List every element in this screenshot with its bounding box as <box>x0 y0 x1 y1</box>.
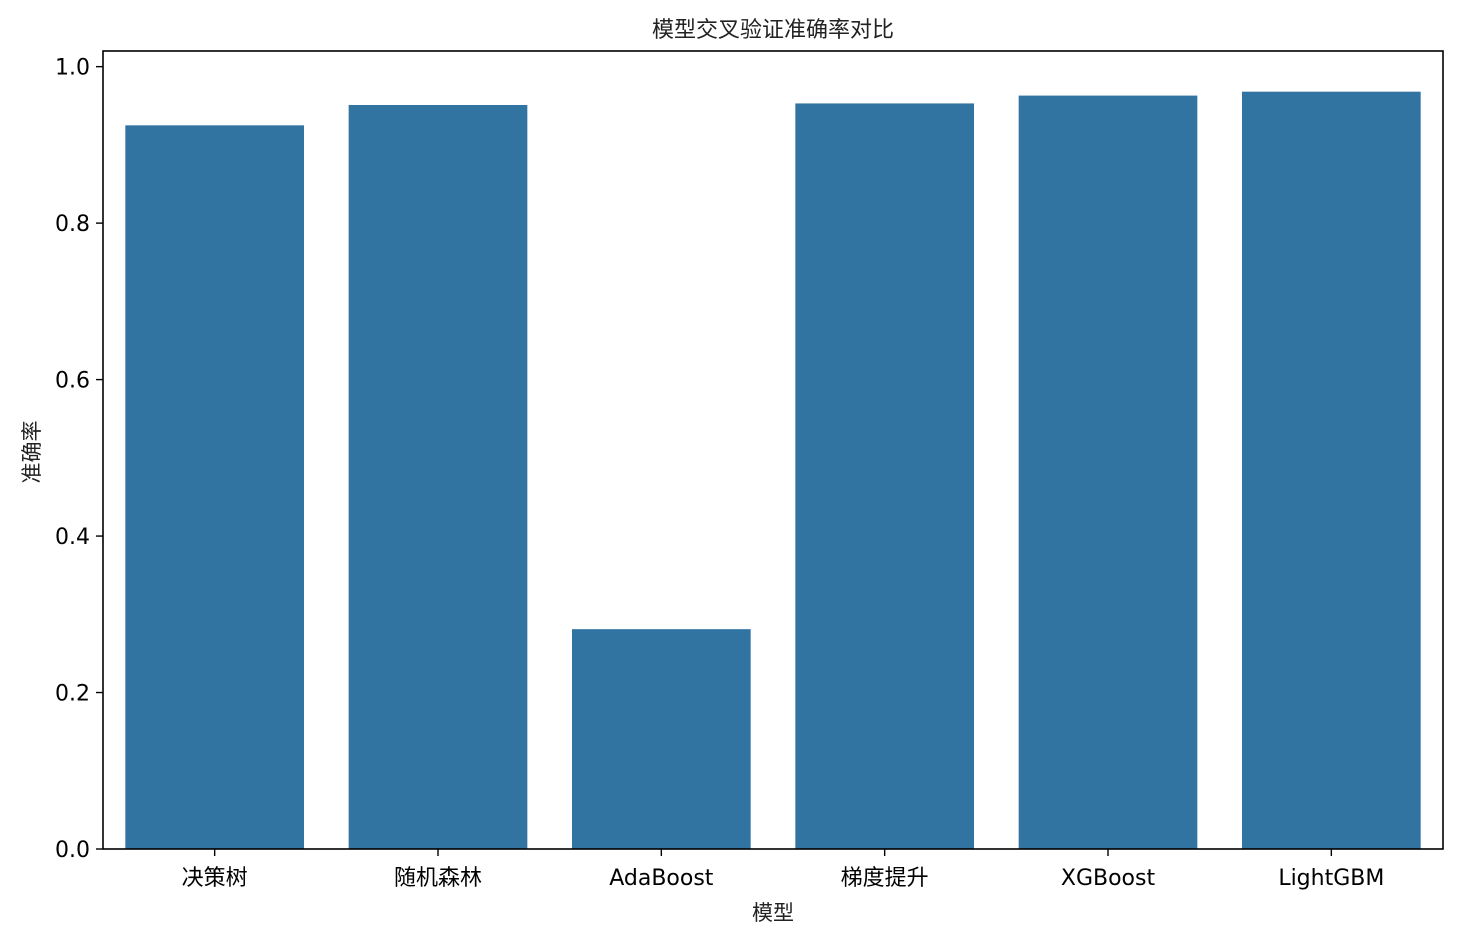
x-axis: 决策树 随机森林 AdaBoost 梯度提升 XGBoost LightGBM <box>182 849 1384 891</box>
x-axis-label: 模型 <box>752 901 794 925</box>
x-tick-label-3: 梯度提升 <box>841 866 929 891</box>
x-tick-label-4: XGBoost <box>1061 866 1156 891</box>
y-tick-label-5: 1.0 <box>55 56 90 81</box>
bars-group <box>125 91 1421 849</box>
bar-5 <box>1242 91 1421 849</box>
y-tick-label-4: 0.8 <box>55 212 90 237</box>
bar-2 <box>572 629 751 849</box>
x-tick-label-1: 随机森林 <box>394 866 482 891</box>
y-axis: 0.0 0.2 0.4 0.6 0.8 1.0 <box>55 56 103 863</box>
x-tick-label-5: LightGBM <box>1278 866 1384 891</box>
y-tick-label-3: 0.6 <box>55 369 90 394</box>
bar-0 <box>125 125 304 849</box>
axes-frame <box>102 50 1444 850</box>
y-tick-label-0: 0.0 <box>55 838 90 863</box>
chart-title: 模型交叉验证准确率对比 <box>652 18 894 43</box>
x-tick-label-2: AdaBoost <box>609 866 714 891</box>
bar-4 <box>1018 95 1198 849</box>
x-tick-label-0: 决策树 <box>182 866 248 891</box>
y-axis-label: 准确率 <box>20 421 44 484</box>
y-tick-label-1: 0.2 <box>55 682 90 707</box>
y-tick-label-2: 0.4 <box>55 525 90 550</box>
bar-3 <box>795 103 974 849</box>
bar-1 <box>348 104 528 849</box>
